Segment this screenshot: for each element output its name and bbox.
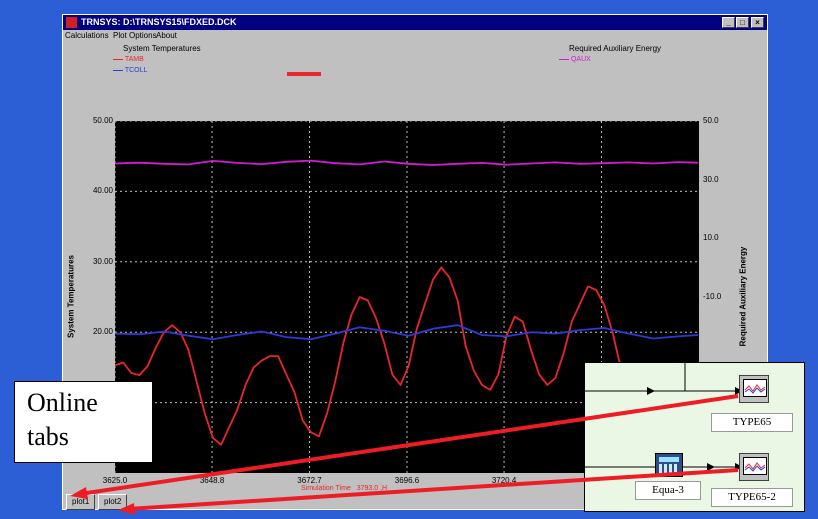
callout-line-1: Online xyxy=(27,388,98,417)
x-axis-title: Simulation Time xyxy=(301,485,351,492)
arrow-head xyxy=(647,387,655,395)
right-axis-title: Required Auxiliary Energy xyxy=(738,246,748,347)
cursor-marker xyxy=(287,72,321,76)
x-axis-label: Simulation Time 3793.0 ,H xyxy=(301,485,387,492)
maximize-button[interactable]: □ xyxy=(736,17,749,28)
monitor-screen xyxy=(743,379,767,397)
menu-plot-options[interactable]: Plot Options xyxy=(113,31,157,40)
callout-box: Online tabs xyxy=(14,381,153,463)
node-label-type65: TYPE65 xyxy=(711,413,793,432)
tab-plot2[interactable]: plot2 xyxy=(98,494,128,510)
legend-label: TAMB xyxy=(124,56,144,63)
menu-about[interactable]: About xyxy=(156,31,177,40)
line-chart xyxy=(114,120,699,473)
legend-item-qaux: QAUX xyxy=(559,56,591,63)
title-bar: TRNSYS: D:\TRNSYS15\FDXED.DCK _ □ × xyxy=(63,15,767,30)
legend-swatch xyxy=(113,69,123,71)
left-axis-title: System Temperatures xyxy=(66,255,76,338)
series-line-tcoll xyxy=(114,324,699,341)
minimize-button[interactable]: _ xyxy=(722,17,735,28)
monitor-screen xyxy=(743,457,767,475)
legend-right-title: Required Auxiliary Energy xyxy=(569,44,662,53)
y-right-tick-label: 10.0 xyxy=(703,233,719,243)
legend-swatch xyxy=(559,58,569,60)
x-tick-label: 3625.0 xyxy=(102,476,128,485)
y-right-tick-label: -10.0 xyxy=(703,292,722,301)
waveform-icon xyxy=(744,384,766,394)
x-tick-label: 3720.4 xyxy=(491,476,517,485)
y-right-tick-label: 30.0 xyxy=(703,174,719,184)
legend-item-tcoll: TCOLL xyxy=(113,67,147,74)
arrow-head xyxy=(707,463,715,471)
y-left-tick-label: 20.00 xyxy=(92,327,113,337)
diagram-inset: TYPE65 Equa-3 TYPE65-2 xyxy=(584,362,805,512)
legend-label: TCOLL xyxy=(124,67,148,74)
app-icon xyxy=(66,17,77,28)
x-axis-extra: 3793.0 ,H xyxy=(356,485,388,492)
calculator-icon[interactable] xyxy=(655,453,683,477)
legend-left-title: System Temperatures xyxy=(123,44,201,53)
menu-calculations[interactable]: Calculations xyxy=(65,31,109,40)
x-tick-label: 3648.8 xyxy=(199,476,225,485)
y-right-tick-label: 50.0 xyxy=(703,116,719,125)
legend-item-tamb: TAMB xyxy=(113,56,144,63)
callout-line-2: tabs xyxy=(27,422,69,451)
close-button[interactable]: × xyxy=(751,17,764,28)
legend-swatch xyxy=(113,58,123,60)
calculator-keys xyxy=(659,464,679,474)
x-tick-label: 3696.6 xyxy=(394,476,420,485)
node-label-equa-3: Equa-3 xyxy=(635,481,701,500)
tab-plot1[interactable]: plot1 xyxy=(66,494,96,510)
y-left-tick-label: 50.00 xyxy=(92,116,113,125)
node-label-type65-2: TYPE65-2 xyxy=(711,488,793,507)
y-left-tick-label: 40.00 xyxy=(92,186,113,196)
menu-bar: Calculations Plot Options About xyxy=(63,30,767,42)
y-left-tick-label: 30.00 xyxy=(92,256,113,266)
waveform-icon xyxy=(744,462,766,472)
monitor-icon[interactable] xyxy=(739,375,769,403)
window-title: TRNSYS: D:\TRNSYS15\FDXED.DCK xyxy=(81,17,237,27)
x-tick-label: 3672.7 xyxy=(297,476,322,485)
monitor-icon[interactable] xyxy=(739,453,769,481)
series-line-qaux xyxy=(114,159,699,166)
calculator-display xyxy=(659,457,679,462)
legend-label: QAUX xyxy=(570,56,591,63)
